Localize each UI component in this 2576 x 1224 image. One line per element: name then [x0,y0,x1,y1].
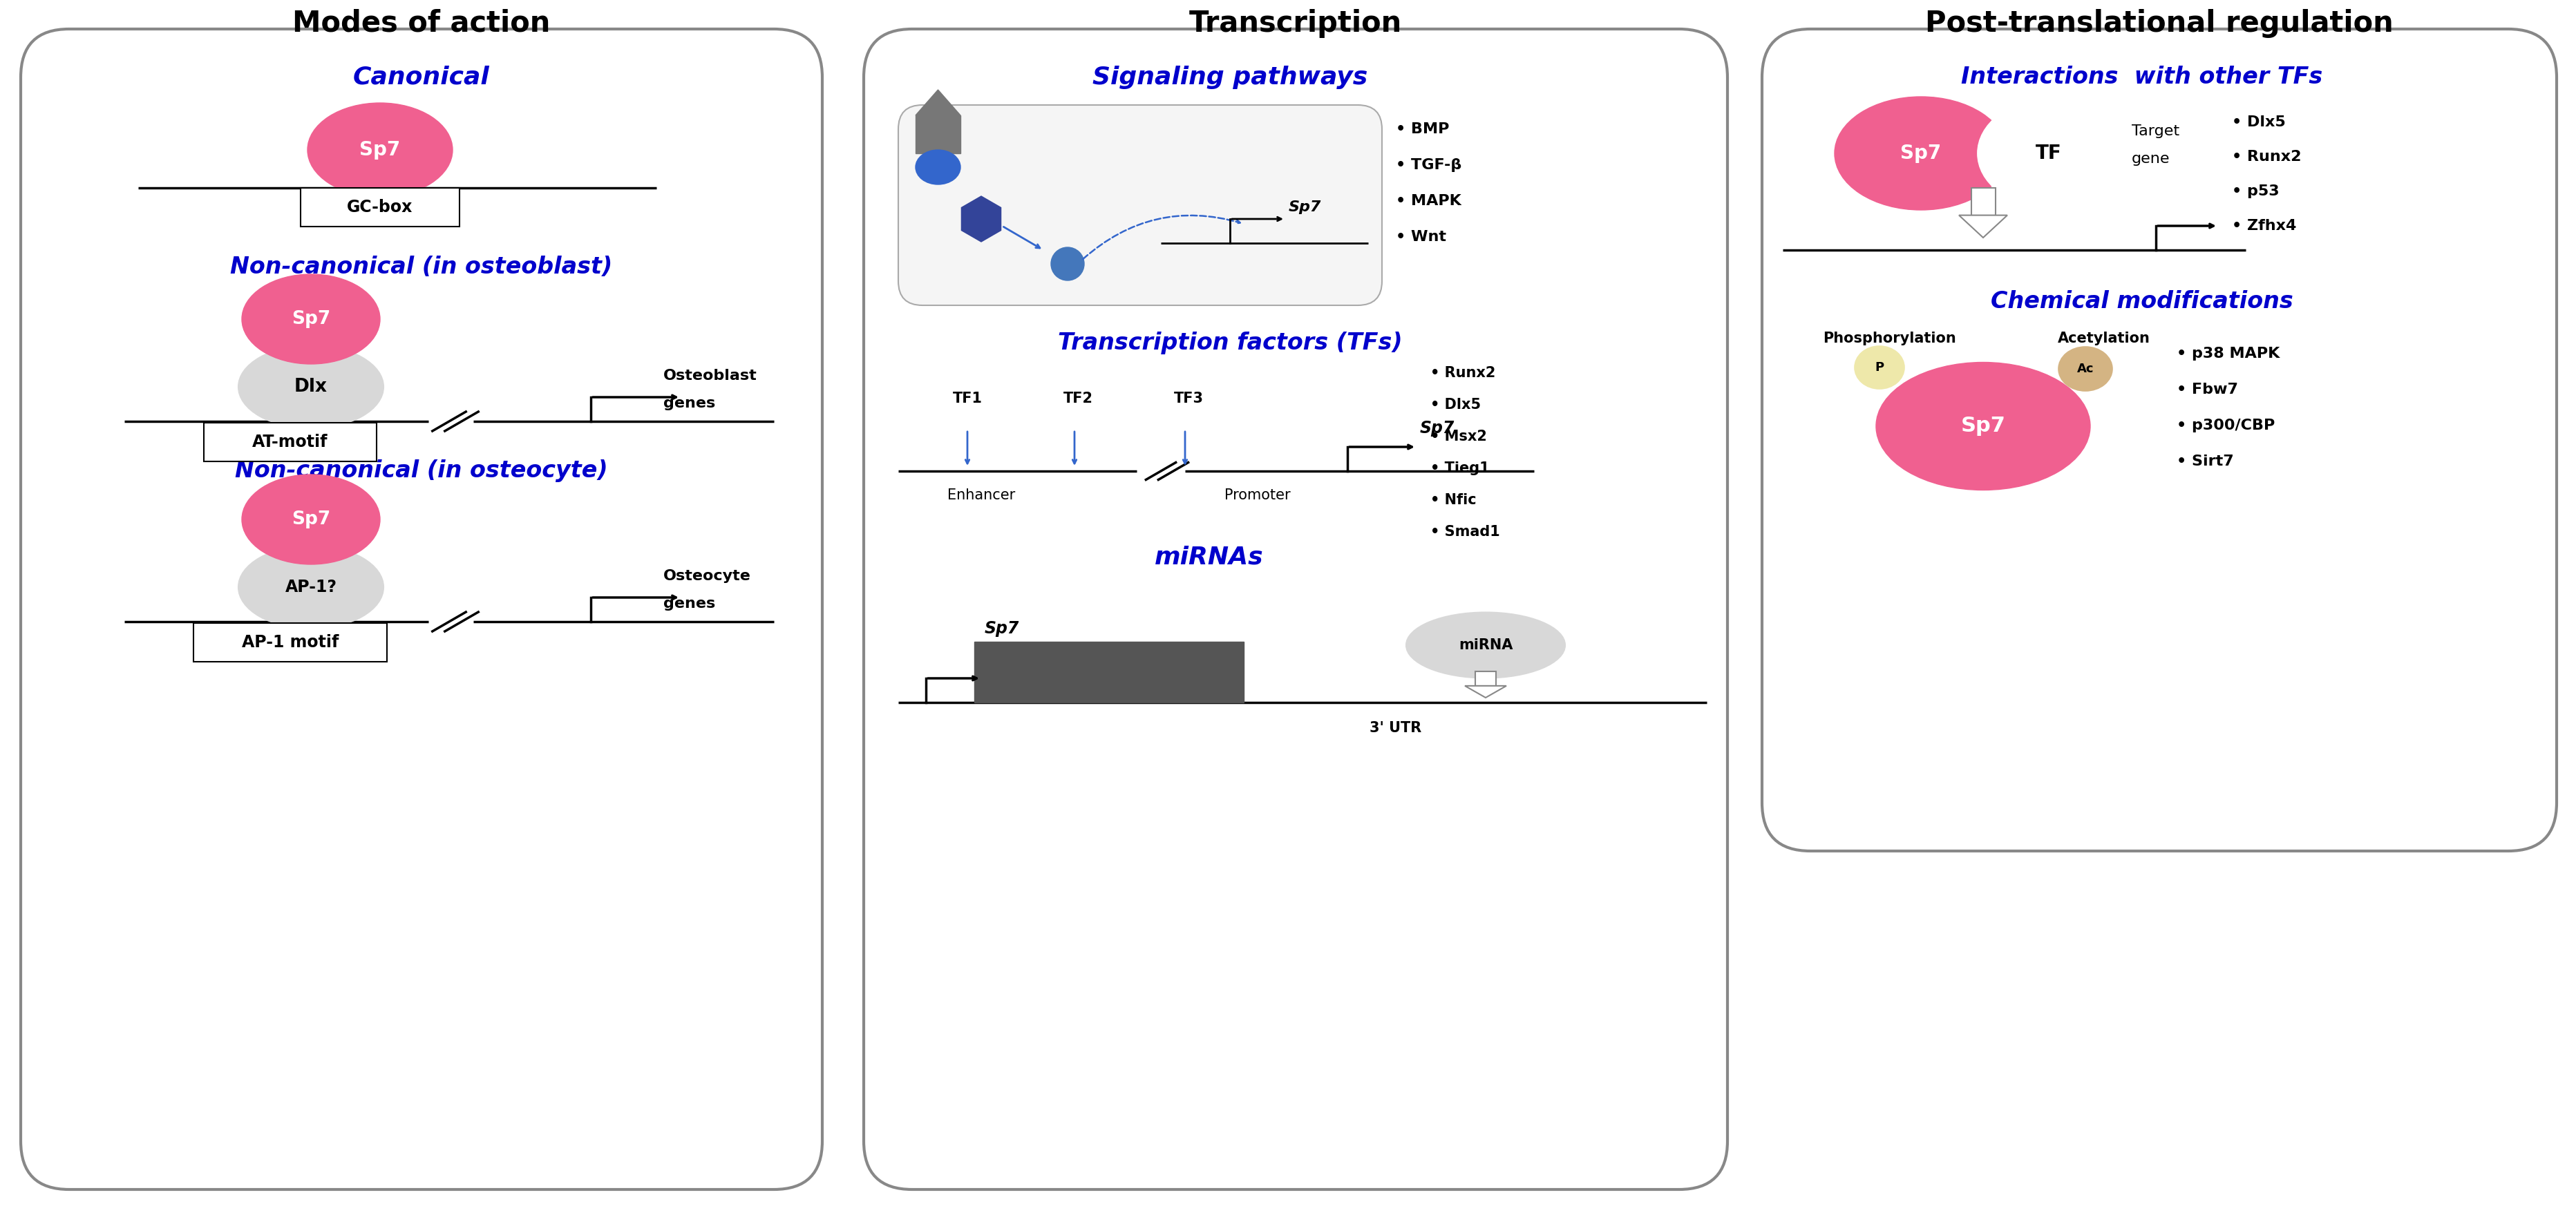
Text: • Tieg1: • Tieg1 [1430,461,1489,475]
Text: Post-translational regulation: Post-translational regulation [1924,9,2393,38]
Text: TF3: TF3 [1175,392,1203,405]
Text: • Dlx5: • Dlx5 [2231,115,2285,130]
Text: Transcription factors (TFs): Transcription factors (TFs) [1059,332,1401,355]
Text: Sp7: Sp7 [291,510,330,529]
Ellipse shape [240,546,384,629]
Bar [914,115,961,153]
Text: TF: TF [2035,143,2061,163]
FancyBboxPatch shape [899,105,1381,305]
Text: genes: genes [665,397,716,410]
Ellipse shape [1406,612,1566,678]
Text: • Nfic: • Nfic [1430,493,1476,507]
Text: P: P [1875,361,1883,373]
Text: • Sirt7: • Sirt7 [2177,454,2233,469]
Ellipse shape [242,475,381,564]
Ellipse shape [914,149,961,185]
Ellipse shape [307,103,453,197]
Text: Non-canonical (in osteoblast): Non-canonical (in osteoblast) [229,256,613,279]
Text: Non-canonical (in osteocyte): Non-canonical (in osteocyte) [234,460,608,482]
Text: • p53: • p53 [2231,185,2280,198]
Text: Osteocyte: Osteocyte [665,569,752,583]
Text: • p300/CBP: • p300/CBP [2177,419,2275,432]
Bar [301,187,459,226]
Bar [204,422,376,461]
FancyBboxPatch shape [1762,29,2555,851]
Text: TF2: TF2 [1064,392,1092,405]
Ellipse shape [1834,97,2007,211]
Text: Sp7: Sp7 [361,141,399,159]
Text: Ac: Ac [2076,362,2094,375]
Text: • Runx2: • Runx2 [1430,366,1497,379]
Bar [1476,672,1497,685]
Text: Dlx: Dlx [294,378,327,395]
Text: Enhancer: Enhancer [948,488,1015,502]
FancyBboxPatch shape [863,29,1728,1190]
Bar [974,641,1244,703]
Text: miRNAs: miRNAs [1154,546,1265,569]
Ellipse shape [2058,346,2112,390]
Ellipse shape [1875,362,2089,490]
Text: Canonical: Canonical [353,66,489,89]
Text: Phosphorylation: Phosphorylation [1824,332,1955,345]
Ellipse shape [1033,367,1123,431]
Text: Sp7: Sp7 [291,310,330,328]
Text: GC-box: GC-box [348,200,412,215]
Text: gene: gene [2133,152,2169,165]
Text: Osteoblast: Osteoblast [665,368,757,383]
Text: Sp7: Sp7 [1288,201,1321,214]
Text: Modes of action: Modes of action [294,9,551,38]
Ellipse shape [1855,346,1904,389]
Text: Signaling pathways: Signaling pathways [1092,66,1368,89]
Polygon shape [914,89,961,115]
Text: Sp7: Sp7 [1960,416,2007,436]
Text: 3' UTR: 3' UTR [1370,721,1422,734]
Text: AP-1?: AP-1? [286,579,337,595]
Text: Transcription: Transcription [1190,9,1401,38]
Bar [1971,187,1996,215]
Text: • Zfhx4: • Zfhx4 [2231,219,2295,233]
Bar [193,623,386,662]
Ellipse shape [242,274,381,364]
Text: AP-1 motif: AP-1 motif [242,634,337,651]
Text: Sp7: Sp7 [1419,420,1455,437]
Text: • TGF-β: • TGF-β [1396,158,1461,173]
Text: • MAPK: • MAPK [1396,195,1461,208]
Text: • Fbw7: • Fbw7 [2177,383,2239,397]
Text: • Wnt: • Wnt [1396,230,1445,244]
Text: Interactions  with other TFs: Interactions with other TFs [1960,66,2324,89]
Text: TF1: TF1 [953,392,981,405]
Polygon shape [1958,215,2007,237]
Ellipse shape [1978,100,2120,207]
Text: Chemical modifications: Chemical modifications [1991,290,2293,313]
FancyBboxPatch shape [21,29,822,1190]
Ellipse shape [1144,367,1234,431]
Text: miRNA: miRNA [1458,638,1512,652]
Text: • p38 MAPK: • p38 MAPK [2177,346,2280,361]
Text: • Smad1: • Smad1 [1430,525,1499,539]
Ellipse shape [240,345,384,428]
Ellipse shape [922,367,1012,431]
Text: Acetylation: Acetylation [2058,332,2151,345]
Text: AT-motif: AT-motif [252,433,327,450]
Polygon shape [1466,685,1507,698]
Text: genes: genes [665,597,716,611]
Text: • Msx2: • Msx2 [1430,430,1486,443]
Text: Target: Target [2133,125,2179,138]
Text: Promoter: Promoter [1224,488,1291,502]
Text: Sp7: Sp7 [1901,143,1942,163]
Ellipse shape [1051,247,1084,280]
Text: Sp7: Sp7 [984,621,1020,636]
Text: • Dlx5: • Dlx5 [1430,398,1481,411]
Text: • Runx2: • Runx2 [2231,149,2300,164]
Text: • BMP: • BMP [1396,122,1450,136]
